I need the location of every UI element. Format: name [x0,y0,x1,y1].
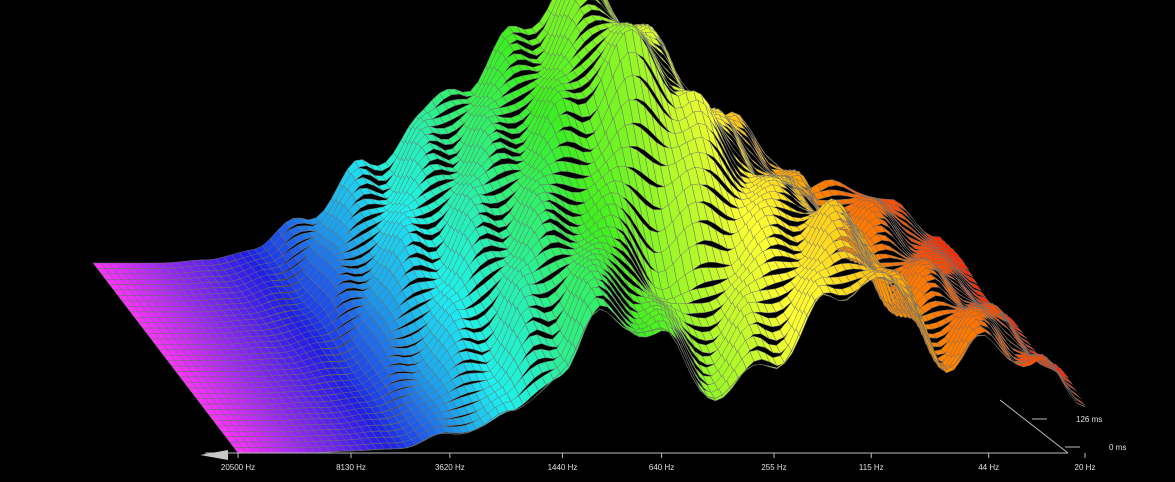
decay-slice [175,180,1028,378]
frequency-tick-label: 20500 Hz [221,463,255,472]
surface-cell [422,436,431,442]
frequency-tick-label: 115 Hz [859,463,884,472]
decay-slice [229,269,1082,448]
decay-slice [238,271,1086,454]
surface-cell [445,432,454,435]
decay-slice [150,51,1003,345]
frequency-tick-label: 640 Hz [649,463,674,472]
time-ticks: 0 ms 126 ms [1032,415,1126,452]
axis-arrow-icon [200,450,228,460]
surface-cell [601,0,607,7]
surface-cell [599,308,608,313]
surface-cell [753,364,762,366]
surface-cell [769,365,778,370]
surface-cell [976,334,986,337]
surface-cell [984,334,993,343]
surface-cell [603,299,616,316]
decay-slice [179,192,1032,383]
surface-cell [684,360,693,378]
time-tick-label: 0 ms [1109,443,1126,452]
surface-cell [822,293,832,298]
surface-cell [761,364,770,368]
surface-cell [889,246,902,257]
frequency-tick-label: 44 Hz [978,463,999,472]
time-axis-line [999,399,1069,454]
surface-cell [902,226,915,238]
frequency-tick-label: 3620 Hz [435,463,465,472]
surface-cell [838,299,847,302]
frequency-tick-label: 1440 Hz [548,463,578,472]
surface-cell [491,412,501,419]
surface-cell [898,217,911,229]
frequency-ticks: 20500 Hz 8130 Hz 3620 Hz 1440 Hz 640 Hz 255 H… [221,453,1096,472]
frequency-tick-label: 8130 Hz [336,463,366,472]
frequency-tick-label: 255 Hz [761,463,786,472]
time-tick-label: 126 ms [1076,415,1102,424]
decay-slice [233,270,1086,454]
surface-cell [1077,402,1086,408]
frequency-tick-label: 20 Hz [1075,463,1096,472]
surface-cell [530,393,539,401]
surface-cell [830,295,839,302]
surface-cell [602,0,611,11]
waterfall-surface [92,0,1086,454]
surface-cell [1015,362,1024,364]
axes [200,399,1069,460]
surface-cell [594,0,604,7]
